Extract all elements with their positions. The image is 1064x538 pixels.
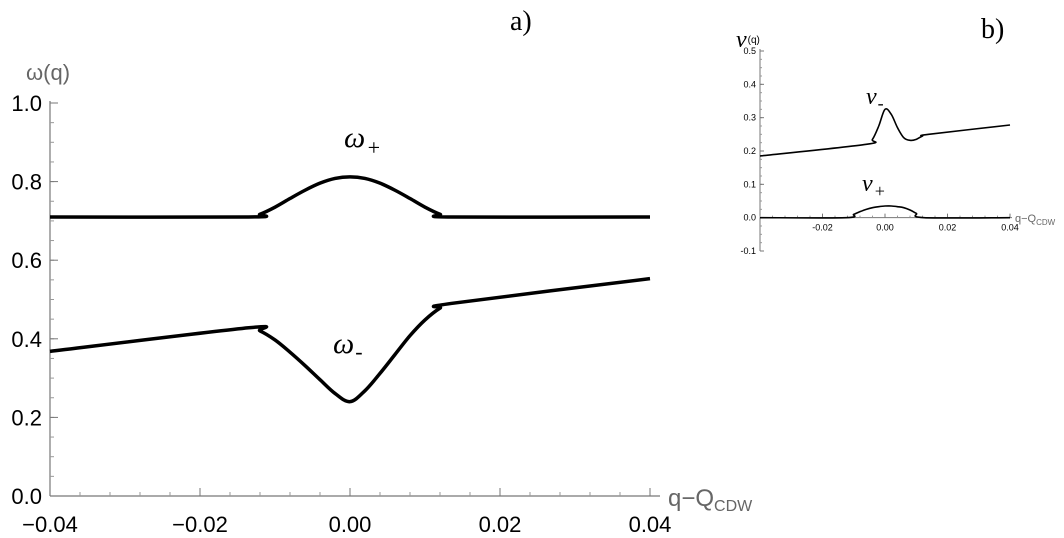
nu-plus-label: ν+	[862, 171, 886, 201]
y-tick-label: 0.0	[11, 484, 42, 509]
panel-b-y-axis-label: ν(q)	[736, 27, 760, 53]
x-tick-label: −0.04	[22, 512, 78, 537]
y-tick-label: 0.2	[743, 146, 756, 156]
y-tick-label: 0.3	[743, 113, 756, 123]
nu-minus-label: ν-	[866, 84, 884, 113]
x-tick-label: 0.00	[329, 512, 372, 537]
x-tick-label: 0.02	[939, 223, 957, 233]
x-tick-label: -0.02	[812, 223, 833, 233]
panel-a-axes: 0.0 0.2 0.4 0.6 0.8 1.0 −0.04 −0.02 0.00 0.02 0.04	[11, 91, 671, 537]
y-tick-label: 0.4	[743, 79, 756, 89]
panel-a-series	[49, 175, 651, 404]
series-line-1	[49, 276, 651, 404]
y-tick-label: 0.0	[743, 213, 756, 223]
series-line-0	[759, 108, 1011, 157]
y-tick-label: -0.1	[740, 246, 756, 256]
omega-minus-label: ω-	[333, 327, 363, 364]
panel-b-label: b)	[981, 14, 1004, 45]
y-tick-label: 0.6	[11, 248, 42, 273]
x-tick-label: 0.04	[629, 512, 672, 537]
omega-plus-label: ω+	[344, 121, 381, 160]
y-tick-label: 0.4	[11, 327, 42, 352]
y-tick-label: 1.0	[11, 91, 42, 116]
series-line-1	[759, 205, 1011, 219]
panel-a-x-axis-label: q−QCDW	[668, 485, 753, 515]
y-tick-label: 0.1	[743, 179, 756, 189]
panel-b: b) ν(q) -0.1 0.0 0.1 0.2 0.3 0.4 0.5 -0.02 0.00 0…	[736, 14, 1056, 256]
panel-b-axes: -0.1 0.0 0.1 0.2 0.3 0.4 0.5 -0.02 0.00 0.02 0.04	[740, 46, 1018, 256]
x-tick-label: 0.04	[1001, 223, 1019, 233]
y-tick-label: 0.8	[11, 170, 42, 195]
x-tick-label: 0.00	[876, 223, 894, 233]
panel-a-label: a)	[510, 6, 532, 37]
panel-a: a) ω(q) 0.00.20.40.60.81.0−0.04 −0.02 0.00…	[11, 6, 753, 537]
y-tick-label: 0.5	[743, 46, 756, 56]
panel-b-series	[759, 108, 1011, 219]
x-tick-label: −0.02	[172, 512, 228, 537]
panel-b-x-axis-label: q−QCDW	[1015, 213, 1056, 227]
x-tick-label: 0.02	[479, 512, 522, 537]
series-line-0	[49, 175, 651, 219]
y-tick-label: 0.2	[11, 405, 42, 430]
panel-a-y-axis-label: ω(q)	[26, 60, 70, 85]
